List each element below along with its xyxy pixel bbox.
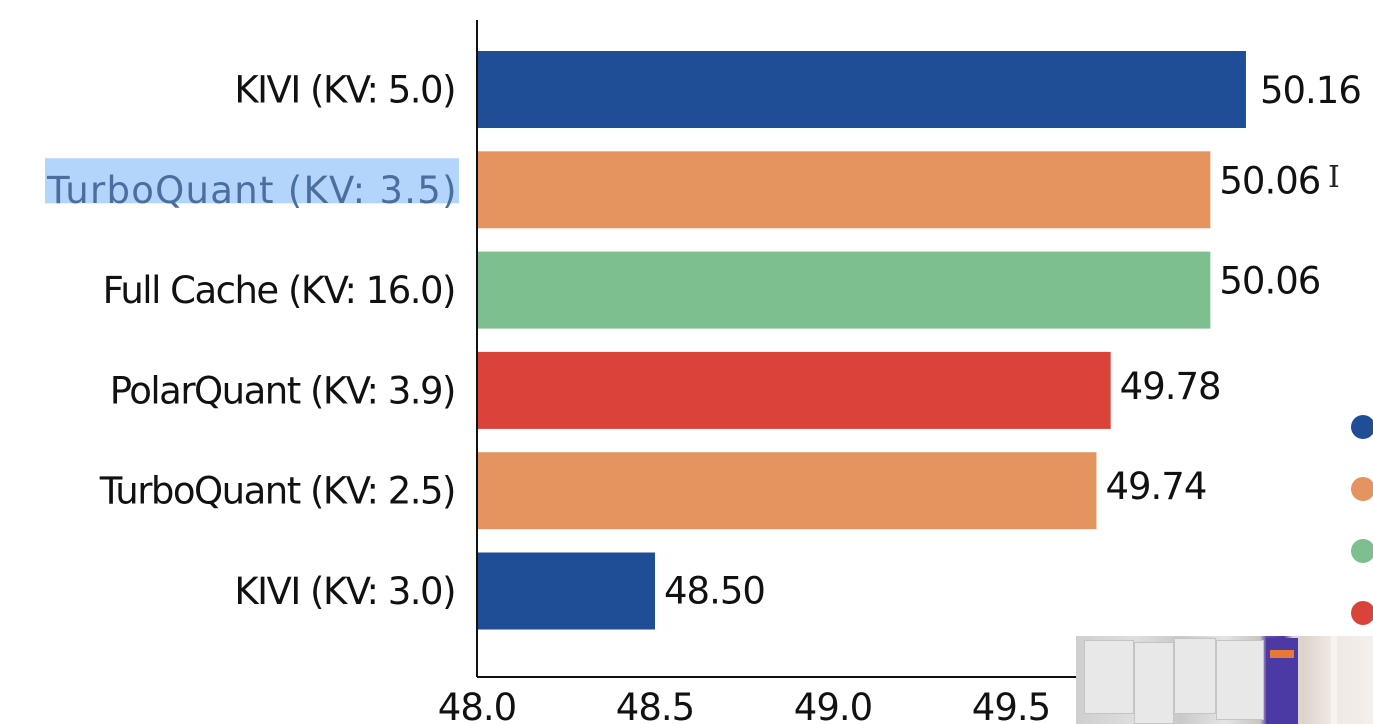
category-label-0: KIVI (KV: 5.0): [234, 69, 455, 112]
x-tick-label-1: 48.5: [616, 686, 694, 724]
bar-1: [477, 151, 1211, 229]
legend-marker-0: [1351, 415, 1373, 439]
legend-marker-2: [1351, 539, 1373, 563]
bar-2: [477, 251, 1211, 329]
value-labels: 50.16 50.06 50.06 49.78 49.74 48.50: [664, 69, 1362, 613]
legend-marker-3: [1351, 601, 1373, 625]
x-tick-labels: 48.0 48.5 49.0 49.5: [438, 686, 1051, 724]
pole: [1331, 636, 1337, 724]
value-label-5: 48.50: [664, 570, 765, 613]
x-tick-label-2: 49.0: [794, 686, 872, 724]
presenter-video-thumbnail: [1076, 636, 1373, 724]
value-label-3: 49.78: [1120, 365, 1221, 408]
bar-4: [477, 452, 1097, 530]
text-cursor-icon: I: [1328, 160, 1340, 195]
category-labels: KIVI (KV: 5.0) TurboQuant (KV: 3.5) Full C…: [46, 69, 457, 614]
legend: [1351, 415, 1373, 625]
category-label-5: KIVI (KV: 3.0): [234, 570, 455, 613]
bars-layer: [477, 51, 1246, 630]
legend-marker-1: [1351, 477, 1373, 501]
bar-0: [477, 51, 1246, 128]
value-label-1: 50.06: [1219, 159, 1320, 202]
category-label-4: TurboQuant (KV: 2.5): [99, 470, 455, 513]
x-tick-label-0: 48.0: [438, 686, 516, 724]
selection-highlight: [45, 158, 459, 204]
category-label-1[interactable]: TurboQuant (KV: 3.5): [46, 169, 457, 212]
poster-band: [1270, 650, 1294, 658]
category-label-2: Full Cache (KV: 16.0): [103, 269, 455, 312]
value-label-4: 49.74: [1105, 465, 1206, 508]
bar-5: [477, 552, 655, 630]
category-label-3: PolarQuant (KV: 3.9): [110, 369, 455, 412]
wall: [1302, 636, 1373, 724]
x-tick-label-3: 49.5: [972, 686, 1050, 724]
value-label-0: 50.16: [1260, 69, 1361, 112]
label-highlight-layer: [45, 158, 459, 204]
value-label-2: 50.06: [1219, 260, 1320, 303]
bar-3: [477, 351, 1111, 429]
